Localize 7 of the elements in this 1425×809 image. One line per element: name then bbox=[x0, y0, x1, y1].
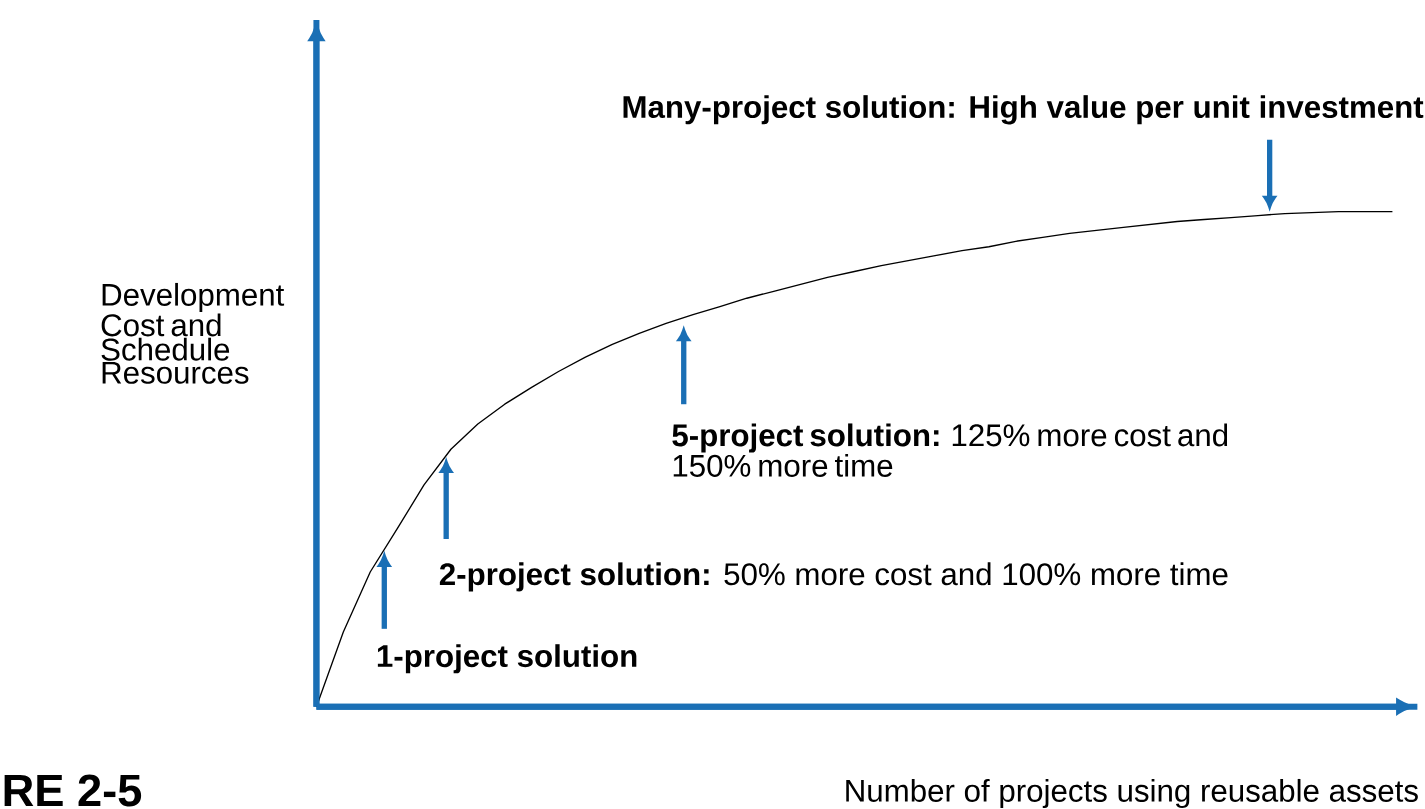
y-axis-title: Development Cost and Schedule Resources bbox=[101, 282, 285, 384]
text: Many-project solution: High value per unit investment bbox=[623, 94, 1424, 125]
text: 5-project solution: 125% more cost and 150% more time bbox=[672, 423, 1228, 477]
x-axis-title: Number of projects using reusable assets bbox=[846, 778, 1418, 808]
text: RE 2-5 bbox=[4, 774, 142, 807]
annotation: 1-project solution bbox=[377, 643, 637, 674]
annotation: 2-project solution: 50% more cost and 100% more time bbox=[439, 562, 1228, 592]
